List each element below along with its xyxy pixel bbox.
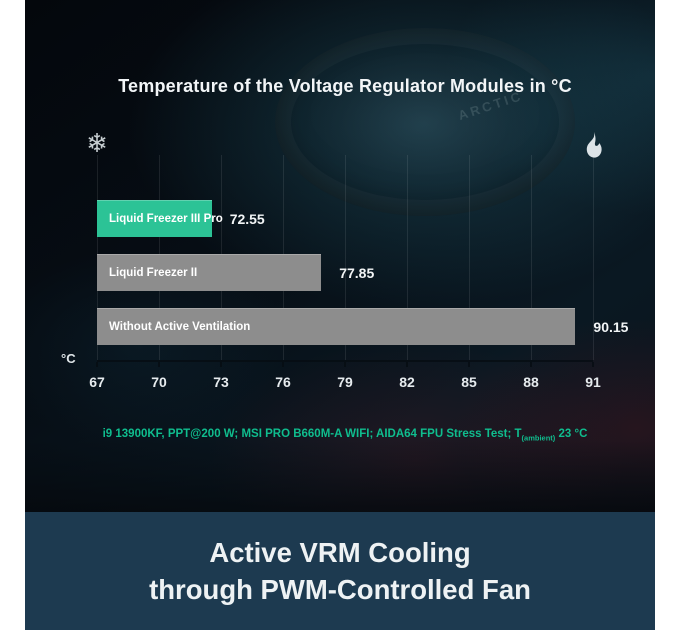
background-cooler-photo [275, 28, 575, 216]
bar-category-label: Liquid Freezer III Pro [109, 212, 223, 225]
bar-row: Liquid Freezer III Pro 72.55 [97, 200, 593, 237]
footnote-suffix: 23 °C [555, 428, 588, 440]
flame-icon [582, 131, 604, 159]
headline-banner: Active VRM Cooling through PWM-Controlle… [25, 512, 655, 630]
bar-2: Liquid Freezer II [97, 254, 322, 291]
chart-plot: °C 67 70 73 76 79 82 85 88 91 Liquid Freezer III … [61, 155, 628, 390]
axis-tick [220, 362, 222, 367]
bar-category-label: Without Active Ventilation [109, 320, 251, 333]
gridline [530, 155, 532, 360]
axis-unit-label: °C [61, 351, 76, 366]
gridline [468, 155, 470, 360]
chart-title: Temperature of the Voltage Regulator Mod… [118, 76, 572, 96]
axis-tick [282, 362, 284, 367]
test-setup-footnote: i9 13900KF, PPT@200 W; MSI PRO B660M-A W… [97, 428, 593, 442]
axis-tick-label: 76 [275, 374, 291, 390]
bar-3: Without Active Ventilation [97, 308, 576, 345]
axis-tick [530, 362, 532, 367]
bottom-shadow-band [25, 440, 655, 512]
infographic-canvas: ARCTIC Temperature of the Voltage Regula… [25, 0, 655, 630]
bar-category-label: Liquid Freezer II [109, 266, 198, 279]
footnote-text: i9 13900KF, PPT@200 W; MSI PRO B660M-A W… [102, 428, 522, 440]
bar-row: Liquid Freezer II 77.85 [97, 254, 593, 291]
gridline [344, 155, 346, 360]
headline-line-2: through PWM-Controlled Fan [149, 574, 531, 605]
snowflake-icon: ❄ [86, 128, 108, 158]
bar-value-label: 90.15 [593, 318, 629, 335]
axis-tick-label: 70 [151, 374, 167, 390]
axis-tick [406, 362, 408, 367]
axis-tick-label: 88 [523, 374, 539, 390]
footnote-subscript: (ambient) [521, 433, 556, 443]
bar-value-label: 77.85 [339, 264, 375, 281]
axis-tick [468, 362, 470, 367]
bar-1: Liquid Freezer III Pro [97, 200, 223, 237]
axis-tick [592, 362, 594, 367]
axis-tick [344, 362, 346, 367]
gridline [406, 155, 408, 360]
axis-tick [158, 362, 160, 367]
axis-tick-label: 73 [213, 374, 229, 390]
axis-tick [96, 362, 98, 367]
gridline [592, 155, 594, 360]
bar-row: Without Active Ventilation 90.15 [97, 308, 628, 345]
axis-tick-label: 67 [89, 374, 105, 390]
axis-tick-label: 85 [461, 374, 477, 390]
headline-line-1: Active VRM Cooling [209, 537, 471, 568]
bar-value-label: 72.55 [229, 210, 265, 227]
axis-tick-label: 79 [337, 374, 353, 390]
axis-tick-label: 91 [585, 374, 601, 390]
axis-tick-label: 82 [399, 374, 415, 390]
